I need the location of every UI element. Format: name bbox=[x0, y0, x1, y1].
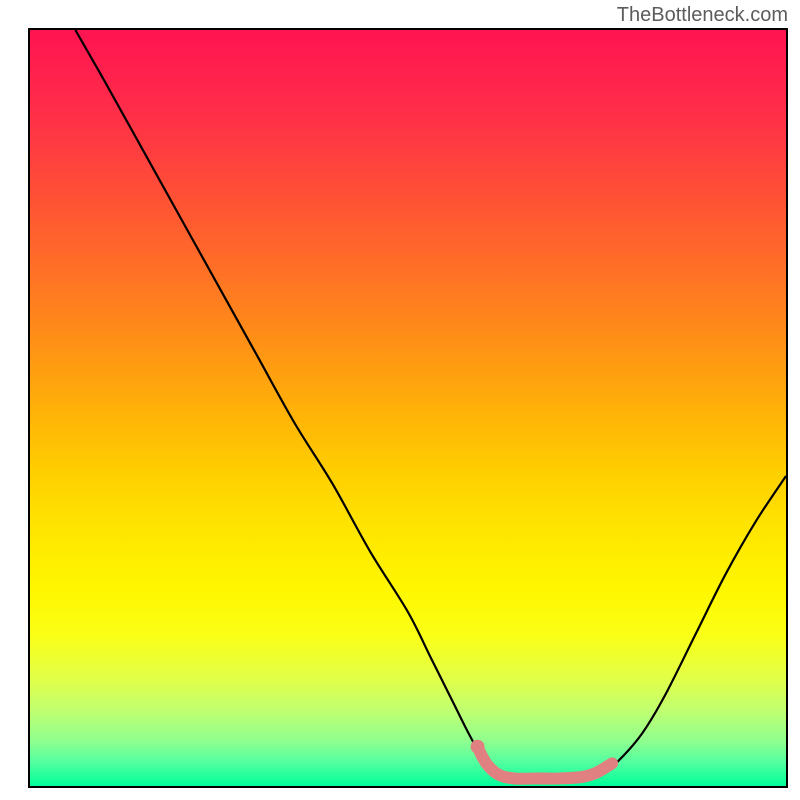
watermark-text: TheBottleneck.com bbox=[617, 4, 788, 27]
bottleneck-curve bbox=[75, 30, 786, 779]
chart-plot-area bbox=[28, 28, 788, 788]
highlight-segment bbox=[480, 752, 612, 779]
chart-curve-layer bbox=[30, 30, 786, 786]
